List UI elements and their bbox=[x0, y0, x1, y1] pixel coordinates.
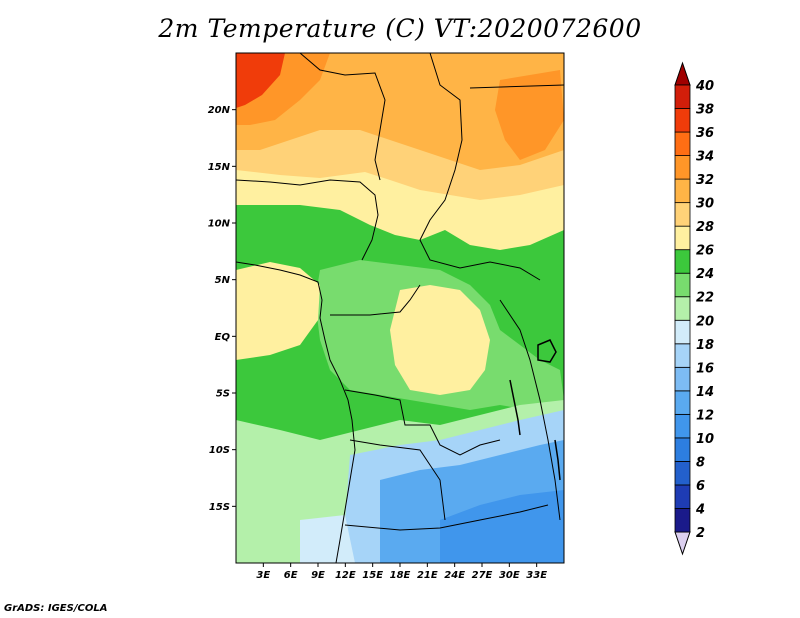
colorbar-label: 38 bbox=[696, 103, 714, 118]
lon-tick-label: 30E bbox=[499, 570, 520, 581]
field-hottest-nw bbox=[236, 53, 285, 108]
colorbar-label: 40 bbox=[695, 79, 714, 94]
colorbar-segment bbox=[674, 131, 691, 156]
field-warm-band-mid bbox=[236, 170, 564, 250]
lon-tick-label: 18E bbox=[390, 570, 411, 581]
border-3 bbox=[419, 53, 541, 281]
lat-tick-label: 15N bbox=[208, 162, 231, 173]
colorbar-label: 20 bbox=[696, 314, 714, 329]
lon-tick-label: 24E bbox=[444, 570, 465, 581]
border-1 bbox=[236, 179, 379, 261]
lake-victoria bbox=[537, 339, 557, 363]
lon-tick-label: 21E bbox=[417, 570, 438, 581]
colorbar-segment bbox=[674, 461, 691, 486]
colorbar-underflow-arrow bbox=[674, 531, 691, 556]
colorbar-label: 14 bbox=[696, 385, 714, 400]
colorbar-label: 36 bbox=[696, 126, 714, 141]
field-warm-atlantic bbox=[236, 262, 320, 360]
colorbar-segment bbox=[674, 413, 691, 439]
colorbar-segment bbox=[674, 249, 691, 274]
lat-tick-label: 20N bbox=[208, 105, 231, 116]
colorbar-segment bbox=[674, 484, 691, 509]
colorbar-segment bbox=[674, 272, 691, 298]
lat-tick-label: 15S bbox=[209, 502, 230, 513]
colorbar-segment bbox=[674, 84, 691, 109]
colorbar-label: 28 bbox=[696, 220, 714, 235]
colorbar-label: 10 bbox=[696, 432, 714, 447]
latitude-axis: 20N 15N 10N 5N EQ 5S 10S 15S bbox=[208, 105, 236, 513]
lon-tick-label: 9E bbox=[311, 570, 325, 581]
colorbar-label: 16 bbox=[696, 361, 714, 376]
longitude-axis: 3E 6E 9E 12E 15E 18E 21E 24E 27E 30E 33E bbox=[256, 563, 547, 581]
border-9 bbox=[499, 299, 561, 521]
field-hot-north bbox=[236, 53, 564, 170]
colorbar-label: 32 bbox=[696, 173, 714, 188]
border-8 bbox=[344, 504, 549, 531]
colorbar-segment bbox=[674, 366, 691, 392]
border-4 bbox=[469, 84, 564, 89]
border-2 bbox=[299, 53, 386, 181]
colorbar-segment bbox=[674, 155, 691, 180]
colorbar-segment bbox=[674, 296, 691, 321]
lon-tick-label: 12E bbox=[335, 570, 356, 581]
credit-label: GrADS: IGES/COLA bbox=[4, 603, 108, 614]
lon-tick-label: 33E bbox=[526, 570, 547, 581]
colorbar-label: 12 bbox=[696, 408, 714, 423]
border-5 bbox=[330, 284, 421, 316]
temperature-field bbox=[236, 53, 564, 563]
colorbar-overflow-arrow bbox=[674, 61, 691, 86]
lake-tanganyika bbox=[509, 379, 521, 436]
lat-tick-label: EQ bbox=[215, 332, 231, 343]
colorbar-label: 18 bbox=[696, 338, 714, 353]
colorbar-segment bbox=[674, 202, 691, 227]
field-sw-lighter bbox=[300, 515, 355, 563]
colorbar-segment bbox=[674, 319, 691, 345]
map-title: 2m Temperature (C) VT:2020072600 bbox=[158, 14, 642, 43]
lon-tick-label: 15E bbox=[362, 570, 383, 581]
colorbar-segment bbox=[674, 390, 691, 415]
lat-tick-label: 5S bbox=[216, 389, 230, 400]
lake-malawi bbox=[554, 439, 561, 481]
colorbar-segment bbox=[674, 108, 691, 133]
colorbar-label: 6 bbox=[696, 479, 705, 494]
lon-tick-label: 3E bbox=[256, 570, 270, 581]
colorbar-label: 26 bbox=[696, 244, 714, 259]
lon-tick-label: 6E bbox=[284, 570, 298, 581]
border-7 bbox=[349, 439, 446, 521]
lat-tick-label: 10S bbox=[209, 445, 230, 456]
lat-tick-label: 5N bbox=[215, 275, 231, 286]
colorbar-segment bbox=[674, 343, 691, 368]
colorbar-label: 4 bbox=[695, 502, 705, 517]
lon-tick-label: 27E bbox=[472, 570, 493, 581]
colorbar-segment bbox=[674, 437, 691, 462]
colorbar-label: 34 bbox=[696, 150, 714, 165]
colorbar-label: 24 bbox=[696, 267, 714, 282]
colorbar-segment bbox=[674, 178, 691, 204]
field-warm-congo bbox=[390, 285, 490, 395]
field-hot-ne bbox=[495, 70, 564, 160]
colorbar-label: 22 bbox=[696, 291, 714, 306]
colorbar-label: 2 bbox=[696, 526, 705, 541]
lat-tick-label: 10N bbox=[208, 219, 231, 230]
colorbar-segment bbox=[674, 225, 691, 251]
colorbar-label: 8 bbox=[696, 455, 705, 470]
colorbar-label: 30 bbox=[696, 197, 714, 212]
coastline-west bbox=[236, 261, 356, 563]
borders bbox=[236, 53, 564, 563]
colorbar-segment bbox=[674, 508, 691, 533]
border-6 bbox=[344, 389, 501, 456]
